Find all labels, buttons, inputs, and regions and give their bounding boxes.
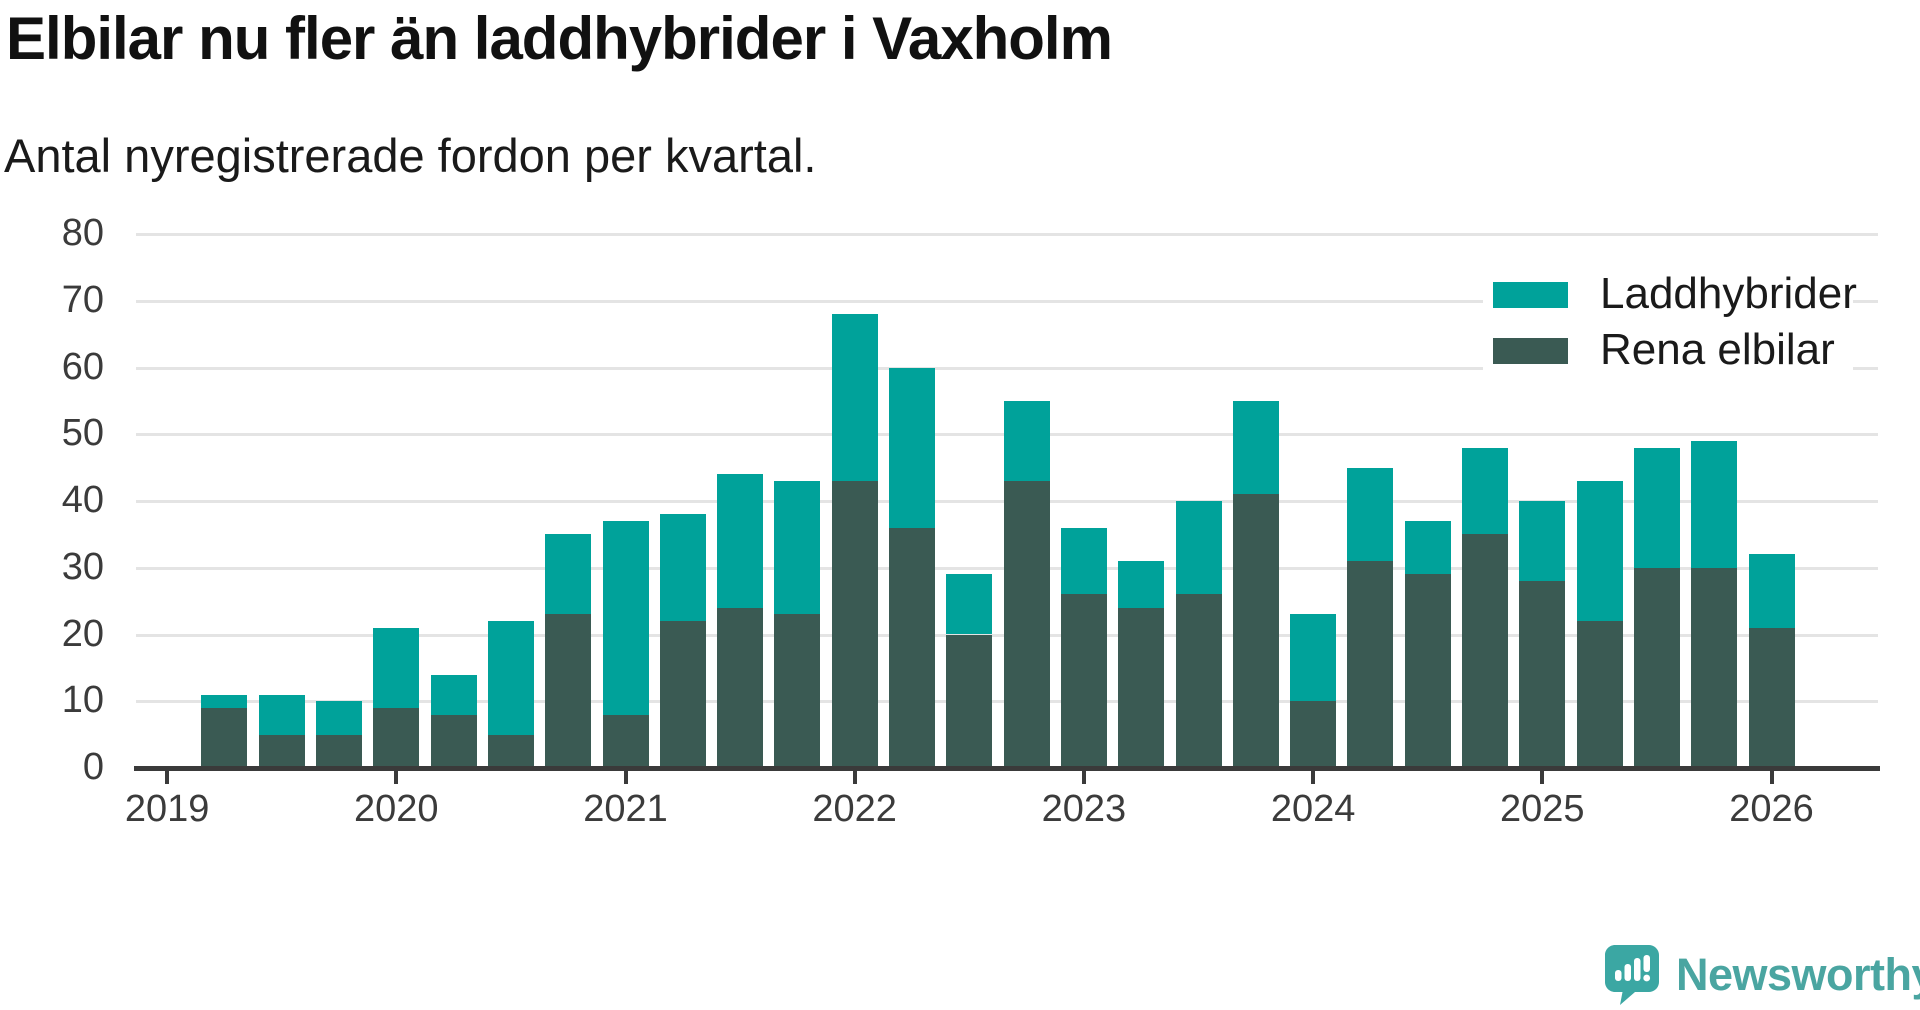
y-axis-label-50: 50 [61,412,104,455]
bar-2020-q3-rena-elbilar [487,734,534,768]
x-axis-label-2023: 2023 [1041,788,1127,830]
bar-2025-q3-laddhybrider [1633,447,1680,568]
bar-2019-q2-rena-elbilar [201,707,248,768]
bar-2022-q3-laddhybrider [946,574,993,635]
bar-2025-q1-rena-elbilar [1519,581,1566,768]
bar-2026-q1-laddhybrider [1748,554,1795,628]
bar-2021-q2-laddhybrider [659,514,706,622]
grid-line-80 [136,233,1878,236]
bar-2020-q2-rena-elbilar [430,714,477,768]
y-axis-label-10: 10 [61,679,104,722]
y-axis-label-0: 0 [82,746,104,789]
bar-2020-q1-rena-elbilar [373,707,420,768]
legend: Laddhybrider Rena elbilar [1483,266,1857,376]
bar-2021-q3-laddhybrider [717,474,764,608]
bar-2023-q1-rena-elbilar [1060,594,1107,768]
bar-2021-q4-rena-elbilar [774,614,821,768]
y-axis-label-60: 60 [61,345,104,388]
bar-2023-q2-laddhybrider [1118,561,1165,608]
bar-2021-q4-laddhybrider [774,480,821,615]
legend-swatch-laddhybrider [1493,282,1568,308]
bar-2025-q4-laddhybrider [1691,440,1738,568]
bar-2020-q3-laddhybrider [487,621,534,735]
chart-subtitle: Antal nyregistrerade fordon per kvartal. [4,129,817,182]
x-axis-label-2021: 2021 [583,788,668,830]
bar-2024-q4-laddhybrider [1462,447,1508,535]
chart-title: Elbilar nu fler än laddhybrider i Vaxhol… [6,5,1113,72]
bar-2019-q3-rena-elbilar [258,734,305,768]
bar-2025-q2-rena-elbilar [1576,621,1623,768]
bar-2024-q2-laddhybrider [1347,467,1394,562]
newsworthy-wordmark: Newsworthy [1676,949,1920,1000]
x-axis-tick-2026 [1769,771,1774,784]
legend-swatch-rena-elbilar [1493,338,1568,364]
x-axis-label-2019: 2019 [124,788,210,830]
bar-2021-q3-rena-elbilar [717,607,764,768]
bar-2022-q1-laddhybrider [831,314,878,481]
bar-2024-q1-rena-elbilar [1290,701,1337,768]
grid-line-70 [136,299,1878,303]
bar-2025-q1-laddhybrider [1519,501,1566,582]
bar-2024-q4-rena-elbilar [1462,534,1508,768]
y-axis-label-70: 70 [61,278,104,321]
bar-2023-q3-rena-elbilar [1175,594,1222,768]
bar-2025-q2-laddhybrider [1576,480,1623,622]
bar-2022-q3-rena-elbilar [946,634,993,768]
bar-2024-q2-rena-elbilar [1347,561,1394,768]
bar-2020-q4-laddhybrider [545,534,592,615]
y-axis-label-40: 40 [61,479,104,522]
y-axis-label-20: 20 [61,612,104,655]
legend-label-laddhybrider: Laddhybrider [1600,269,1857,318]
newsworthy-logo: Newsworthy [1604,944,1920,1006]
x-axis-tick-2024 [1311,771,1316,784]
x-axis-label-2022: 2022 [812,788,897,830]
y-axis-label-80: 80 [61,212,104,255]
bar-2021-q2-rena-elbilar [659,621,706,768]
x-axis-label-2020: 2020 [354,788,439,830]
bar-2023-q1-laddhybrider [1060,527,1107,595]
y-axis-label-30: 30 [61,545,104,588]
x-axis-line [134,766,1880,771]
bar-2023-q4-rena-elbilar [1232,494,1279,768]
bar-2022-q2-rena-elbilar [889,527,935,768]
bar-2024-q1-laddhybrider [1290,614,1337,702]
bar-2023-q4-laddhybrider [1232,400,1279,495]
x-axis-tick-2023 [1081,771,1086,784]
bar-2019-q3-laddhybrider [258,694,305,735]
bar-2022-q4-rena-elbilar [1003,480,1050,768]
bar-2022-q4-laddhybrider [1003,400,1050,481]
x-axis-label-2026: 2026 [1729,788,1814,830]
x-axis-label-2025: 2025 [1500,788,1585,830]
bar-2024-q3-laddhybrider [1404,521,1451,575]
bar-2019-q4-rena-elbilar [316,734,362,768]
x-axis-label-2024: 2024 [1270,788,1356,830]
bar-2019-q4-laddhybrider [316,701,362,735]
legend-label-rena-elbilar: Rena elbilar [1600,325,1835,374]
x-axis-tick-2020 [394,771,399,784]
grid-line-60 [136,366,1878,370]
x-axis-tick-2025 [1540,771,1545,784]
x-axis-tick-2021 [623,771,628,784]
newsworthy-logo-icon [1605,945,1659,1005]
bar-2019-q2-laddhybrider [201,694,248,708]
bar-2021-q1-rena-elbilar [602,714,649,768]
bar-2020-q2-laddhybrider [430,674,477,715]
bar-2021-q1-laddhybrider [602,521,649,715]
bar-2022-q2-laddhybrider [889,367,935,528]
bar-2020-q1-laddhybrider [373,627,420,708]
bar-2020-q4-rena-elbilar [545,614,592,768]
bar-2022-q1-rena-elbilar [831,480,878,768]
x-axis-tick-2019 [165,771,170,784]
bar-2024-q3-rena-elbilar [1404,574,1451,768]
bar-2023-q2-rena-elbilar [1118,607,1165,768]
bar-2025-q4-rena-elbilar [1691,567,1738,768]
bar-2023-q3-laddhybrider [1175,501,1222,595]
bar-2026-q1-rena-elbilar [1748,627,1795,768]
bar-2025-q3-rena-elbilar [1633,567,1680,768]
x-axis-tick-2022 [852,771,857,784]
